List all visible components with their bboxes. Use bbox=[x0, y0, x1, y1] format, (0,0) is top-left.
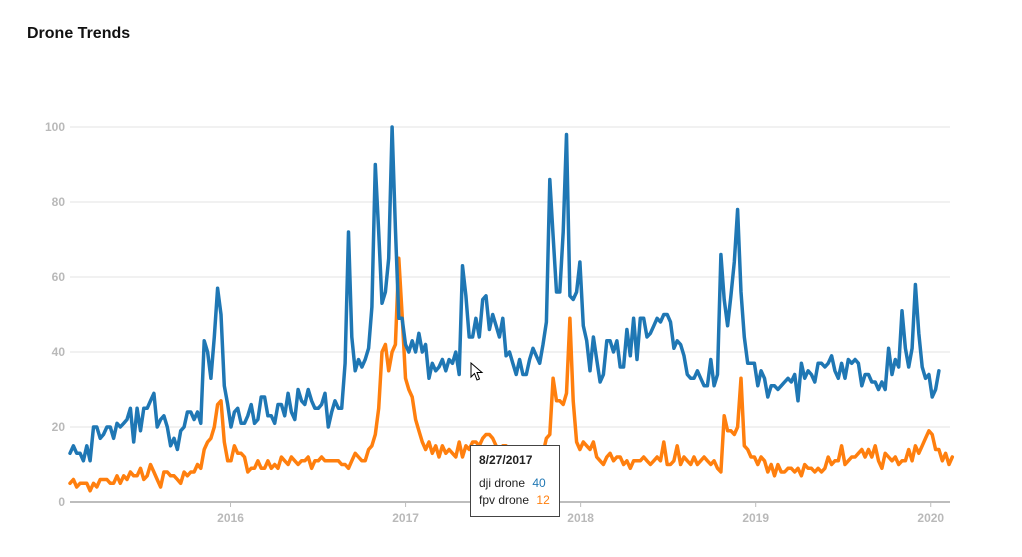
y-tick-label: 0 bbox=[58, 495, 65, 509]
y-axis-ticks: 0 20 40 60 80 100 bbox=[45, 120, 65, 509]
series-lines[interactable] bbox=[68, 125, 955, 493]
tooltip-row-dji: dji drone 40 bbox=[479, 475, 559, 492]
x-tick-label: 2019 bbox=[742, 511, 769, 525]
x-axis-ticks: 2016 2017 2018 2019 2020 bbox=[217, 502, 944, 525]
mouse-pointer-icon bbox=[470, 362, 484, 381]
tooltip-row-fpv: fpv drone 12 bbox=[479, 492, 559, 509]
x-tick-label: 2018 bbox=[567, 511, 594, 525]
tooltip-series-value: 12 bbox=[536, 493, 550, 507]
hover-tooltip: 8/27/2017 dji drone 40 fpv drone 12 bbox=[470, 445, 560, 517]
y-tick-label: 20 bbox=[52, 420, 66, 434]
y-tick-label: 100 bbox=[45, 120, 65, 134]
x-tick-label: 2020 bbox=[917, 511, 944, 525]
tooltip-date: 8/27/2017 bbox=[479, 453, 533, 467]
x-tick-label: 2017 bbox=[392, 511, 419, 525]
series-line-dji-drone[interactable] bbox=[68, 125, 941, 463]
tooltip-series-name: dji drone bbox=[479, 476, 526, 490]
y-tick-label: 40 bbox=[52, 345, 66, 359]
x-tick-label: 2016 bbox=[217, 511, 244, 525]
y-tick-label: 80 bbox=[52, 195, 66, 209]
chart-title: Drone Trends bbox=[27, 25, 131, 42]
tooltip-series-name: fpv drone bbox=[479, 493, 530, 507]
y-tick-label: 60 bbox=[52, 270, 66, 284]
tooltip-series-value: 40 bbox=[532, 476, 546, 490]
